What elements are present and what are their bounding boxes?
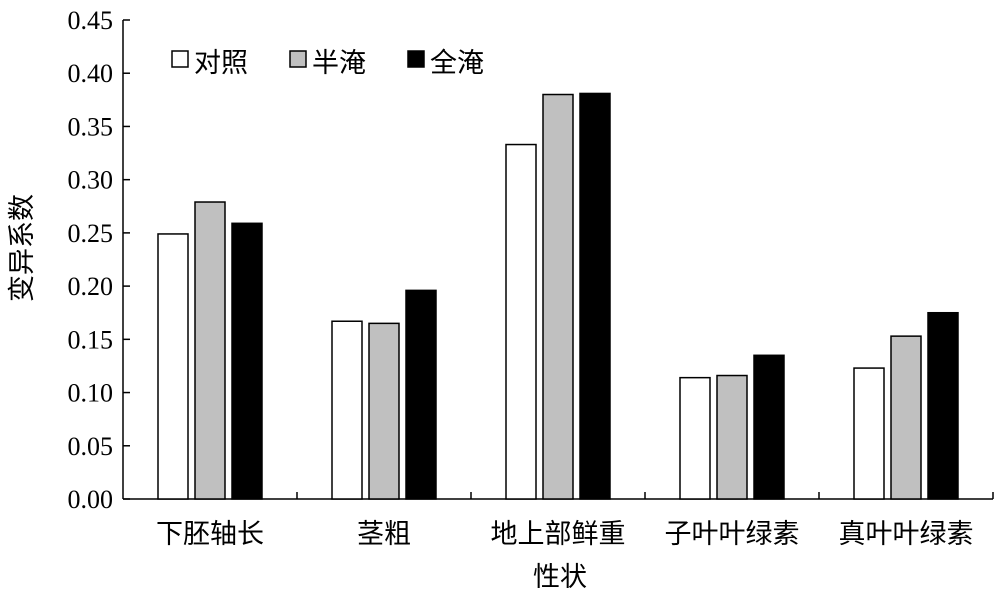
bar-1-3: [505, 143, 537, 500]
bar-2-3: [542, 93, 574, 500]
legend-label: 全淹: [430, 48, 484, 79]
x-tick-label: 茎粗: [357, 519, 411, 550]
y-tick-label: 0.20: [68, 272, 114, 301]
legend-swatch: [171, 50, 189, 68]
y-tick-label: 0.25: [68, 219, 114, 248]
y-tick-label: 0.30: [68, 166, 114, 195]
bar-1-4: [679, 376, 711, 500]
bar-3-4: [753, 354, 785, 500]
y-tick-label: 0.15: [68, 325, 114, 354]
y-tick-label: 0.40: [68, 59, 114, 88]
bar-1-5: [853, 367, 885, 500]
x-tick-label: 地上部鲜重: [491, 519, 626, 550]
bars: [157, 92, 959, 500]
bar-1-2: [331, 320, 363, 500]
y-tick-label: 0.45: [68, 6, 114, 35]
y-axis-title: 变异系数: [7, 194, 38, 302]
y-tick-label: 0.35: [68, 112, 114, 141]
bar-2-2: [368, 322, 400, 500]
bar-3-2: [405, 289, 437, 500]
bar-3-1: [231, 222, 263, 500]
legend-label: 对照: [194, 48, 248, 79]
legend-swatch: [407, 50, 425, 68]
bar-2-4: [716, 374, 748, 500]
bar-2-5: [890, 335, 922, 500]
x-axis-title: 性状: [533, 562, 587, 593]
bar-2-1: [194, 201, 226, 500]
axes: 0.00 0.05 0.10 0.15 0.20 0.25 0.30 0.35 0.40 0.45…: [68, 6, 994, 550]
legend-label: 半淹: [312, 48, 366, 79]
y-tick-label: 0.10: [68, 379, 114, 408]
bar-1-1: [157, 233, 189, 500]
y-tick-label: 0.00: [68, 485, 114, 514]
x-tick-label: 下胚轴长: [156, 519, 264, 550]
x-tick-label: 真叶叶绿素: [839, 519, 974, 550]
legend: 对照 半淹 全淹: [171, 48, 484, 79]
legend-swatch: [289, 50, 307, 68]
bar-3-5: [927, 311, 959, 500]
bar-3-3: [579, 92, 611, 500]
y-tick-label: 0.05: [68, 432, 114, 461]
x-tick-label: 子叶叶绿素: [665, 519, 800, 550]
